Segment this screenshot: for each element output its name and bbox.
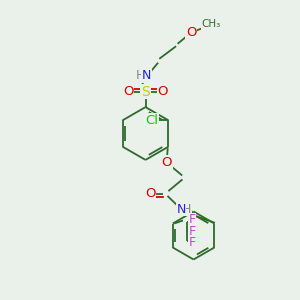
Text: H: H: [182, 202, 191, 216]
Text: CH₃: CH₃: [202, 19, 221, 29]
Text: O: O: [186, 26, 196, 39]
Text: H: H: [135, 69, 145, 82]
Text: F: F: [188, 213, 196, 226]
Text: S: S: [141, 85, 150, 98]
Text: O: O: [162, 156, 172, 169]
Text: O: O: [145, 187, 156, 200]
Text: O: O: [158, 85, 168, 98]
Text: Cl: Cl: [145, 114, 158, 127]
Text: F: F: [188, 236, 196, 249]
Text: N: N: [142, 69, 152, 82]
Text: N: N: [176, 202, 186, 216]
Text: F: F: [188, 225, 196, 238]
Text: O: O: [123, 85, 133, 98]
